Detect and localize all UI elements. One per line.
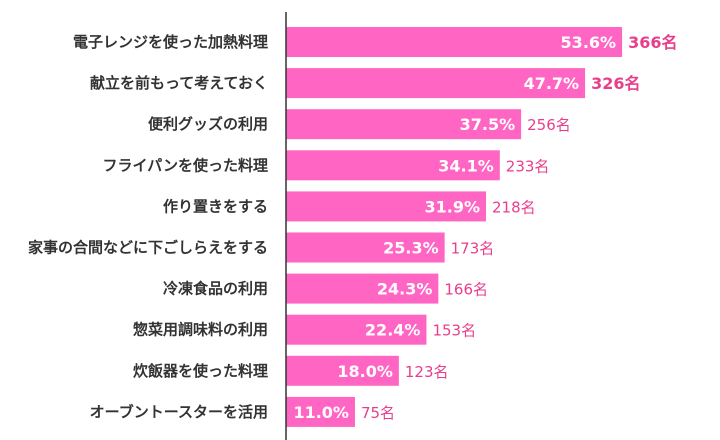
count-label: 256名 — [527, 116, 571, 134]
category-label: 冷凍食品の利用 — [163, 280, 268, 298]
bar — [286, 273, 439, 304]
bar — [286, 314, 427, 345]
category-label: オーブントースターを活用 — [90, 403, 268, 421]
count-label: 153名 — [432, 322, 476, 340]
percent-label: 34.1% — [438, 156, 494, 175]
count-label: 166名 — [444, 281, 488, 299]
count-label: 75名 — [361, 404, 395, 422]
category-label: 惣菜用調味料の利用 — [133, 321, 268, 339]
category-label: フライパンを使った料理 — [103, 156, 268, 174]
bar — [286, 232, 445, 263]
count-label: 326名 — [591, 74, 640, 93]
count-label: 233名 — [506, 157, 550, 175]
percent-label: 22.4% — [365, 321, 421, 340]
bar — [286, 109, 522, 140]
bar — [286, 396, 355, 427]
percent-label: 25.3% — [383, 239, 439, 258]
percent-label: 18.0% — [337, 362, 393, 381]
category-label: 家事の合間などに下ごしらえをする — [28, 239, 268, 257]
bar — [286, 150, 500, 181]
category-label: 作り置きをする — [163, 197, 268, 215]
bar — [286, 191, 487, 222]
percent-label: 53.6% — [561, 33, 617, 52]
count-label: 366名 — [628, 33, 677, 52]
count-label: 123名 — [405, 363, 449, 381]
category-label: 献立を前もって考えておく — [90, 74, 268, 92]
category-label: 便利グッズの利用 — [148, 115, 268, 133]
percent-label: 37.5% — [460, 115, 516, 134]
bar — [286, 355, 399, 386]
category-label: 炊飯器を使った料理 — [133, 362, 268, 380]
count-label: 173名 — [451, 240, 495, 258]
percent-label: 31.9% — [424, 197, 480, 216]
bar — [286, 27, 623, 57]
percent-label: 47.7% — [524, 74, 580, 93]
percent-label: 11.0% — [293, 403, 349, 422]
percent-label: 24.3% — [377, 280, 433, 299]
bar — [286, 68, 586, 99]
category-label: 電子レンジを使った加熱料理 — [73, 33, 268, 51]
count-label: 218名 — [492, 198, 536, 216]
